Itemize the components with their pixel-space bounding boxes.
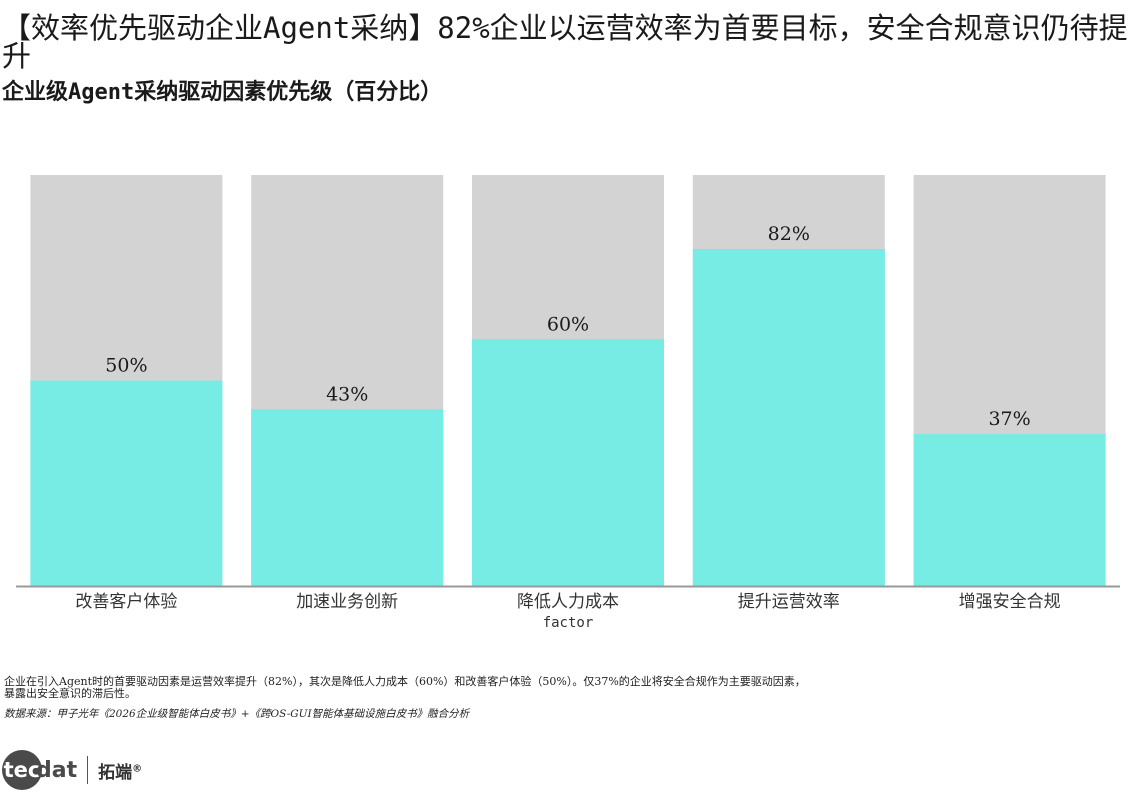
chart-subtitle: 企业级Agent采纳驱动因素优先级（百分比） [2,80,443,105]
tecdat-logo-mark: tec dat [2,750,77,790]
data-label-2: 60% [547,313,589,335]
data-label-4: 37% [988,408,1030,430]
data-label-0: 50% [105,355,147,377]
bar-1 [251,409,444,586]
chart-note: 企业在引入Agent时的首要驱动因素是运营效率提升（82%），其次是降低人力成本… [4,675,806,700]
x-tick-label-2: 降低人力成本 [517,592,619,612]
data-label-1: 43% [326,383,368,405]
chart-title: 【效率优先驱动企业Agent采纳】82%企业以运营效率为首要目标，安全合规意识仍… [2,11,1128,73]
bar-2 [472,339,664,586]
logo-cn-name: 拓端® [98,762,143,783]
bar-0 [30,380,223,586]
x-tick-label-3: 提升运营效率 [738,592,840,612]
logo-divider [87,756,89,784]
x-tick-label-4: 增强安全合规 [959,592,1061,612]
logo-circle: tec [2,750,42,790]
x-tick-label-0: 改善客户体验 [75,592,177,612]
bar-4 [913,433,1106,586]
bar-3 [692,248,885,587]
data-source: 数据来源：甲子光年《2026企业级智能体白皮书》+《跨OS-GUI智能体基础设施… [4,708,470,720]
logo-text: dat [36,757,78,783]
brand-logo: tec dat 拓端® [2,748,142,792]
x-tick-label-1: 加速业务创新 [296,592,398,612]
data-label-3: 82% [768,223,810,245]
bar-chart: 50% 改善客户体验 43% 加速业务创新 60% 降低人力成本 82% 提升运营效率 37% 增… [16,175,1120,631]
x-axis-label: factor [543,615,594,631]
